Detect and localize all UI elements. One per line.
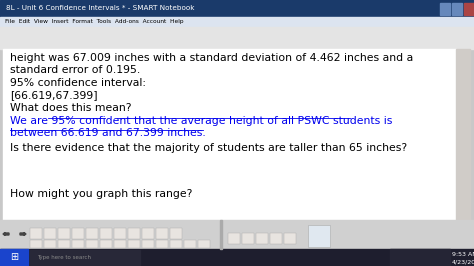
Bar — [440, 3, 450, 15]
Bar — [156, 228, 168, 239]
Bar — [220, 220, 222, 249]
Text: height was 67.009 inches with a standard deviation of 4.462 inches and a: height was 67.009 inches with a standard… — [10, 53, 413, 63]
Text: 95% confidence interval:: 95% confidence interval: — [10, 78, 146, 88]
Bar — [86, 240, 98, 248]
Bar — [270, 233, 282, 244]
Bar — [0, 17, 474, 27]
Bar — [30, 240, 42, 248]
Text: [66.619,67.399]: [66.619,67.399] — [10, 90, 98, 100]
Bar — [3, 49, 456, 220]
Bar — [58, 228, 70, 239]
Bar — [44, 240, 56, 248]
Bar — [72, 228, 84, 239]
Text: We are 95% confident that the average height of all PSWC students is: We are 95% confident that the average he… — [10, 116, 392, 126]
Text: Is there evidence that the majority of students are taller than 65 inches?: Is there evidence that the majority of s… — [10, 143, 407, 153]
Bar — [284, 233, 296, 244]
FancyArrow shape — [20, 232, 26, 235]
Bar — [100, 228, 112, 239]
Bar — [100, 240, 112, 248]
Bar — [390, 249, 450, 266]
Bar — [114, 240, 126, 248]
Bar — [30, 250, 140, 265]
Text: between 66.619 and 67.399 inches.: between 66.619 and 67.399 inches. — [10, 128, 206, 138]
Text: ⊞: ⊞ — [10, 252, 18, 263]
Bar — [170, 228, 182, 239]
Bar — [0, 0, 474, 17]
Bar — [0, 249, 28, 266]
Bar — [198, 240, 210, 248]
Text: 9:53 AM: 9:53 AM — [452, 251, 474, 256]
Text: standard error of 0.195.: standard error of 0.195. — [10, 65, 140, 75]
Text: 4/23/2020: 4/23/2020 — [452, 260, 474, 264]
Bar — [242, 233, 254, 244]
Bar — [0, 27, 474, 49]
Text: 8L - Unit 6 Confidence Intervals * - SMART Notebook: 8L - Unit 6 Confidence Intervals * - SMA… — [6, 6, 194, 11]
Text: What does this mean?: What does this mean? — [10, 103, 131, 113]
Text: File  Edit  View  Insert  Format  Tools  Add-ons  Account  Help: File Edit View Insert Format Tools Add-o… — [5, 19, 183, 24]
Text: How might you graph this range?: How might you graph this range? — [10, 189, 192, 199]
Bar — [256, 233, 268, 244]
Bar — [0, 249, 474, 266]
Bar — [452, 3, 462, 15]
Bar — [170, 240, 182, 248]
Bar — [184, 240, 196, 248]
Bar — [0, 220, 474, 249]
Text: Type here to search: Type here to search — [37, 255, 91, 260]
Bar — [72, 240, 84, 248]
FancyArrow shape — [3, 232, 9, 235]
Bar — [114, 228, 126, 239]
Bar — [128, 228, 140, 239]
Bar — [308, 225, 330, 247]
Bar — [156, 240, 168, 248]
Bar — [464, 3, 474, 15]
Bar — [228, 233, 240, 244]
Bar — [30, 228, 42, 239]
Bar — [456, 49, 470, 220]
Bar — [58, 240, 70, 248]
Bar — [44, 228, 56, 239]
Bar — [142, 240, 154, 248]
Bar — [86, 228, 98, 239]
Bar — [128, 240, 140, 248]
Bar — [142, 228, 154, 239]
